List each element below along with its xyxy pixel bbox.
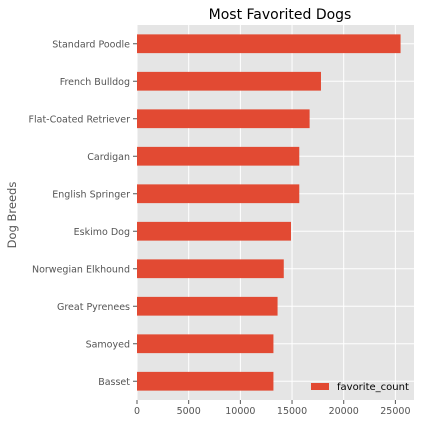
x-tick-label: 0: [134, 406, 140, 417]
x-tick-label: 25000: [380, 406, 410, 417]
y-tick-label: Samoyed: [86, 339, 130, 350]
bars: [137, 34, 401, 391]
y-tick-label: Great Pyrenees: [57, 302, 130, 313]
chart-title: Most Favorited Dogs: [209, 7, 352, 23]
bar: [137, 71, 321, 91]
y-tick-label: Cardigan: [87, 152, 130, 163]
x-tick-label: 20000: [329, 406, 359, 417]
bar: [137, 221, 292, 241]
x-tick-label: 15000: [277, 406, 307, 417]
x-tick-label: 5000: [177, 406, 201, 417]
y-tick-label: Flat-Coated Retriever: [29, 114, 131, 125]
legend: favorite_count: [311, 382, 409, 393]
x-tick-label: 10000: [225, 406, 255, 417]
y-axis-label: Dog Breeds: [5, 182, 19, 249]
bar: [137, 296, 278, 316]
x-tick-labels: 0 5000 10000 15000 20000 25000: [134, 400, 411, 417]
bar: [137, 334, 274, 354]
y-tick-label: Basset: [98, 377, 130, 388]
bar: [137, 34, 401, 54]
bar: [137, 146, 300, 166]
legend-label: favorite_count: [337, 382, 409, 393]
y-tick-label: Eskimo Dog: [74, 227, 130, 238]
y-tick-labels: Standard Poodle French Bulldog Flat-Coated…: [29, 39, 137, 388]
bar: [137, 259, 284, 279]
y-tick-label: French Bulldog: [60, 77, 130, 88]
bar: [137, 109, 310, 129]
legend-swatch: [311, 383, 329, 390]
bar: [137, 371, 274, 391]
bar: [137, 184, 300, 204]
y-tick-label: Standard Poodle: [52, 39, 130, 50]
y-tick-label: Norwegian Elkhound: [32, 264, 130, 275]
y-tick-label: English Springer: [52, 189, 130, 200]
